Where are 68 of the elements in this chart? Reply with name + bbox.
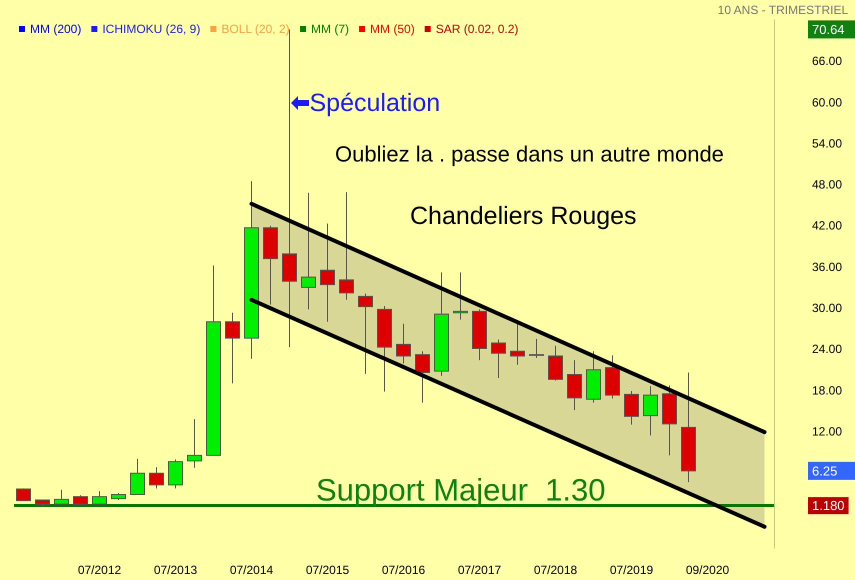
legend-label: BOLL (20, 2) xyxy=(221,22,290,36)
candlestick xyxy=(491,339,506,378)
candlestick xyxy=(225,312,240,384)
candlestick xyxy=(358,293,373,374)
legend-label: SAR (0.02, 0.2) xyxy=(436,22,518,36)
y-tick-label: 60.00 xyxy=(812,95,842,110)
text: 6.25 xyxy=(812,463,838,478)
candlestick xyxy=(529,338,544,359)
legend-label: MM (50) xyxy=(370,22,415,36)
candlestick xyxy=(339,192,354,300)
y-tick-label: 30.00 xyxy=(812,301,842,315)
candlestick xyxy=(130,458,145,496)
candlestick xyxy=(54,489,69,505)
candlestick xyxy=(301,192,316,310)
candlestick xyxy=(244,180,259,360)
x-tick-label: 07/2018 xyxy=(534,563,578,577)
x-tick-label: 07/2017 xyxy=(458,563,502,577)
candlestick xyxy=(415,350,430,404)
text: 70.64 xyxy=(812,22,845,37)
candlestick xyxy=(92,490,107,505)
y-tick-label: 36.00 xyxy=(812,260,842,274)
annotation: Spéculation xyxy=(310,89,440,117)
y-tick-label: 12.00 xyxy=(812,424,842,438)
candlestick xyxy=(377,305,392,392)
x-tick-label: 09/2020 xyxy=(686,563,730,577)
chart-subtitle: 10 ANS - TRIMESTRIEL xyxy=(718,3,848,17)
candlestick xyxy=(567,360,582,411)
candlestick xyxy=(187,418,202,468)
annotation: Support Majeur 1.30 xyxy=(316,472,606,508)
annotation: Oubliez la . passe dans un autre monde xyxy=(335,142,724,166)
y-tick-label: 66.00 xyxy=(812,54,842,68)
x-tick-label: 07/2014 xyxy=(230,563,274,577)
candlestick xyxy=(624,390,639,426)
candlestick xyxy=(73,494,88,505)
legend-label: MM (200) xyxy=(30,22,82,36)
candlestick xyxy=(168,459,183,489)
candlestick xyxy=(16,488,31,502)
candlestick xyxy=(662,384,677,456)
candlestick xyxy=(548,345,563,382)
candlestick xyxy=(586,350,601,404)
candlestick xyxy=(472,308,487,361)
candlestick xyxy=(35,500,50,508)
y-tick-label: 18.00 xyxy=(812,383,842,398)
legend-label: ICHIMOKU (26, 9) xyxy=(102,22,200,36)
y-tick-label: 48.00 xyxy=(812,178,842,192)
y-tick-label: 42.00 xyxy=(812,218,842,233)
x-tick-label: 07/2019 xyxy=(610,563,654,577)
candlestick xyxy=(111,492,126,500)
ref-line-label: 1.180 xyxy=(812,498,845,514)
candlestick xyxy=(681,372,696,483)
x-tick-label: 07/2012 xyxy=(78,563,122,577)
candlestick xyxy=(643,386,658,436)
candlestick xyxy=(510,323,525,366)
x-tick-label: 07/2015 xyxy=(306,563,350,577)
candlestick xyxy=(605,354,620,400)
y-tick-label: 24.00 xyxy=(812,342,842,356)
candlestick xyxy=(320,223,335,322)
x-tick-label: 07/2013 xyxy=(154,563,198,577)
x-tick-label: 07/2016 xyxy=(382,563,426,577)
candlestick xyxy=(396,323,411,364)
candlestick xyxy=(453,272,468,320)
legend-label: MM (7) xyxy=(311,22,350,36)
candlestick xyxy=(206,264,221,456)
candlestick xyxy=(263,225,278,306)
y-tick-label: 54.00 xyxy=(812,136,842,150)
annotation: Chandeliers Rouges xyxy=(410,202,637,230)
candlestick xyxy=(434,272,449,376)
candlestick xyxy=(149,466,164,489)
